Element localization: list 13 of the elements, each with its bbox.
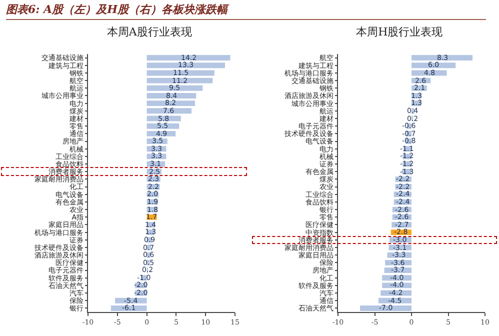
chart-title: 本周H股行业表现 <box>356 26 443 39</box>
text: 图表6: A股（左）及H股（右）各板块涨跌幅 <box>6 2 486 20</box>
bar <box>146 78 213 84</box>
bar <box>146 108 192 114</box>
bar <box>412 55 473 61</box>
chart-title: 本周A股行业表现 <box>106 26 192 39</box>
bar <box>412 62 456 68</box>
bar <box>146 100 196 106</box>
bar <box>146 55 230 61</box>
bar <box>146 70 214 76</box>
bar <box>146 85 203 91</box>
bar <box>146 62 225 68</box>
bar <box>360 305 412 311</box>
